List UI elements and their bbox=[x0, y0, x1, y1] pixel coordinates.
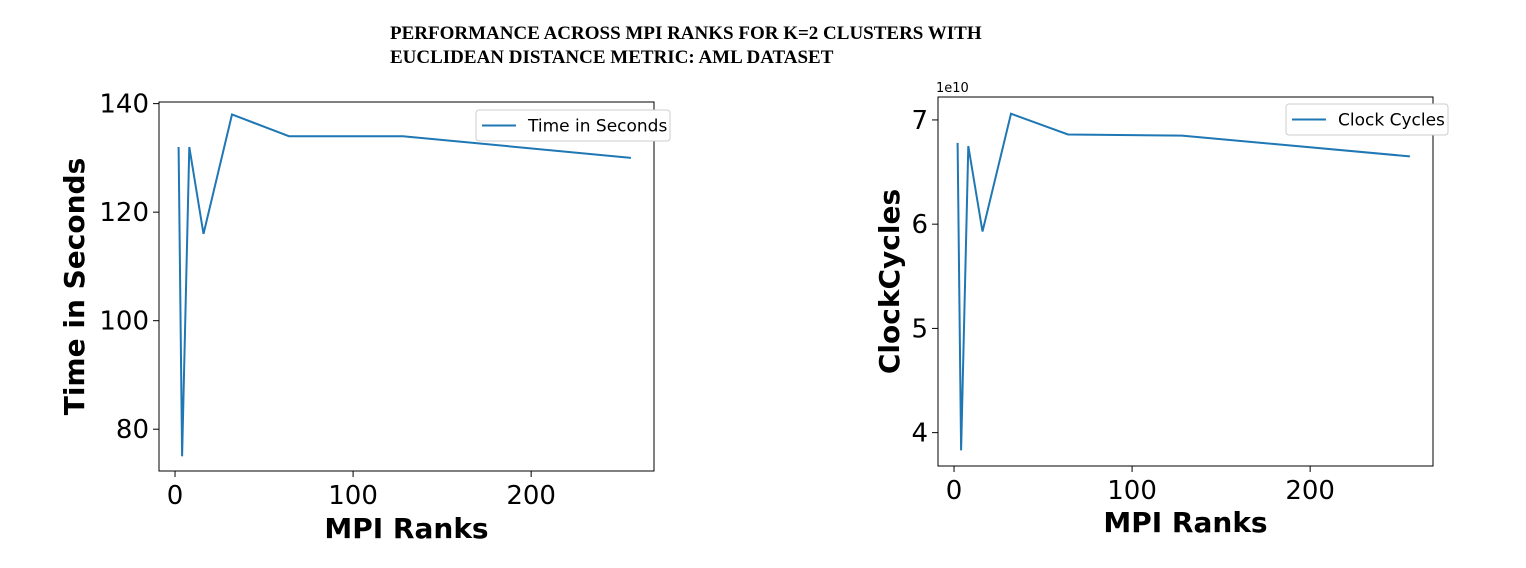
figure-title-line-1: PERFORMANCE ACROSS MPI RANKS FOR K=2 CLU… bbox=[390, 23, 982, 44]
x-tick-label: 0 bbox=[946, 476, 963, 506]
y-tick-label: 5 bbox=[911, 314, 928, 344]
x-tick-label: 0 bbox=[167, 481, 184, 511]
y-axis-label: Time in Seconds bbox=[58, 158, 91, 416]
y-offset-label: 1e10 bbox=[936, 81, 969, 96]
figure-title-line-2: EUCLIDEAN DISTANCE METRIC: AML DATASET bbox=[390, 47, 834, 68]
plot-frame bbox=[937, 96, 1434, 467]
y-tick-label: 100 bbox=[99, 307, 149, 337]
plot-frame bbox=[158, 101, 655, 472]
y-tick-label: 7 bbox=[911, 106, 928, 136]
y-tick-label: 140 bbox=[99, 90, 149, 120]
x-tick-label: 200 bbox=[1285, 476, 1335, 506]
legend: Time in Seconds bbox=[475, 109, 671, 142]
legend-label: Clock Cycles bbox=[1338, 111, 1445, 131]
clock-cycles-chart: 0 100 200 4 5 6 7 1e10 MPI Ranks ClockCycles Clock… bbox=[873, 81, 1449, 539]
legend: Clock Cycles bbox=[1285, 103, 1449, 136]
x-tick-label: 100 bbox=[328, 481, 378, 511]
legend-box bbox=[1285, 103, 1449, 136]
y-tick-label: 80 bbox=[116, 415, 149, 445]
series-line-0 bbox=[956, 112, 1410, 451]
y-tick-label: 6 bbox=[911, 210, 928, 240]
series-line-0 bbox=[177, 113, 631, 457]
y-tick-label: 4 bbox=[911, 419, 928, 449]
y-axis-label: ClockCycles bbox=[873, 189, 906, 374]
x-axis-label: MPI Ranks bbox=[1103, 506, 1267, 539]
x-axis-label: MPI Ranks bbox=[324, 512, 488, 545]
legend-label: Time in Seconds bbox=[527, 117, 667, 137]
x-tick-label: 200 bbox=[506, 481, 556, 511]
figure-title: PERFORMANCE ACROSS MPI RANKS FOR K=2 CLU… bbox=[390, 22, 1090, 70]
y-tick-label: 120 bbox=[99, 198, 149, 228]
x-tick-label: 100 bbox=[1107, 476, 1157, 506]
legend-box bbox=[475, 109, 671, 142]
time-chart: 0 100 200 80 100 120 140 MPI Ranks Time in Secon… bbox=[58, 90, 671, 545]
